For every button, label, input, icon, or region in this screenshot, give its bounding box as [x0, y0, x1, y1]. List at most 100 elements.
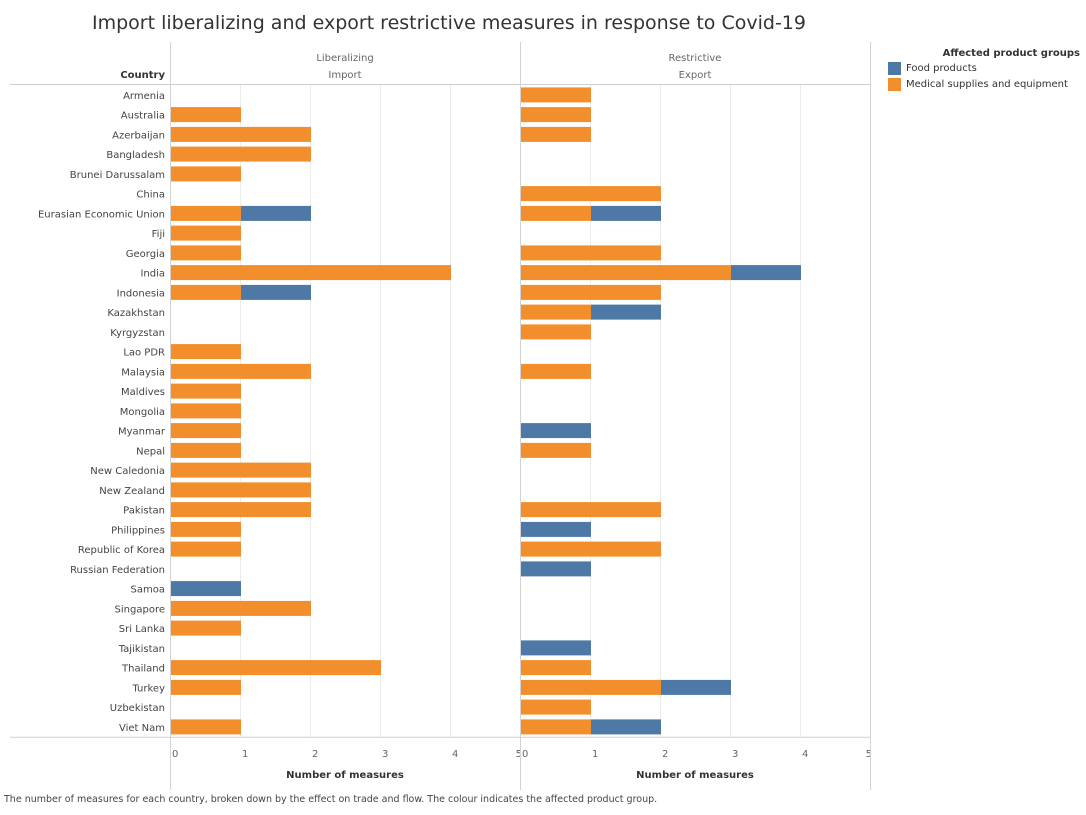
category-label-myanmar: Myanmar: [118, 427, 166, 438]
row-header: Country: [120, 70, 165, 81]
bar-import-viet-nam-medical-supplies-and-equipment: [171, 719, 241, 735]
bar-export-tajikistan-food-products: [521, 640, 591, 656]
tick-label-import-5: 5: [516, 749, 522, 760]
bar-import-sri-lanka-medical-supplies-and-equipment: [171, 620, 241, 636]
bar-import-samoa-food-products: [171, 581, 241, 597]
x-axis-label-import: Number of measures: [286, 770, 404, 781]
chart-title: Import liberalizing and export restricti…: [92, 12, 806, 34]
bar-import-bangladesh-medical-supplies-and-equipment: [171, 146, 311, 162]
bar-export-pakistan-medical-supplies-and-equipment: [521, 502, 661, 518]
bar-export-india-medical-supplies-and-equipment: [521, 265, 731, 281]
bar-import-malaysia-medical-supplies-and-equipment: [171, 363, 311, 379]
tick-label-import-4: 4: [452, 749, 458, 760]
legend-swatch-food-products: [888, 62, 901, 75]
bar-export-armenia-medical-supplies-and-equipment: [521, 87, 591, 103]
tick-label-export-1: 1: [592, 749, 598, 760]
tick-label-import-3: 3: [382, 749, 388, 760]
bar-export-eurasian-economic-union-medical-supplies-and-equipment: [521, 205, 591, 221]
bar-import-brunei-darussalam-medical-supplies-and-equipment: [171, 166, 241, 182]
bar-export-azerbaijan-medical-supplies-and-equipment: [521, 126, 591, 142]
tick-label-export-4: 4: [802, 749, 808, 760]
bar-export-eurasian-economic-union-food-products: [591, 205, 661, 221]
category-label-bangladesh: Bangladesh: [106, 150, 165, 161]
category-label-new-zealand: New Zealand: [99, 486, 165, 497]
panel-header-bottom-import: Import: [328, 70, 361, 81]
category-label-new-caledonia: New Caledonia: [90, 466, 165, 477]
category-label-nepal: Nepal: [136, 446, 165, 457]
tick-label-export-3: 3: [732, 749, 738, 760]
category-label-mongolia: Mongolia: [120, 407, 165, 418]
tick-label-export-0: 0: [522, 749, 528, 760]
category-label-singapore: Singapore: [115, 604, 165, 615]
category-label-turkey: Turkey: [131, 683, 165, 694]
category-label-azerbaijan: Azerbaijan: [112, 130, 165, 141]
chart-plot-area: Country Liberalizing Import 0 1 2 3 4 5 Number of…: [10, 42, 872, 790]
legend: Affected product groups Food products Me…: [888, 48, 1086, 94]
panel-header-bottom-export: Export: [679, 70, 712, 81]
bar-export-kazakhstan-medical-supplies-and-equipment: [521, 304, 591, 320]
bar-import-lao-pdr-medical-supplies-and-equipment: [171, 344, 241, 360]
bar-import-thailand-medical-supplies-and-equipment: [171, 660, 381, 676]
category-label-brunei-darussalam: Brunei Darussalam: [70, 170, 165, 181]
bar-export-russian-federation-food-products: [521, 561, 591, 577]
tick-label-import-2: 2: [312, 749, 318, 760]
bar-export-kyrgyzstan-medical-supplies-and-equipment: [521, 324, 591, 340]
bar-export-philippines-food-products: [521, 521, 591, 537]
bar-export-turkey-food-products: [661, 679, 731, 695]
bar-import-philippines-medical-supplies-and-equipment: [171, 521, 241, 537]
bar-import-azerbaijan-medical-supplies-and-equipment: [171, 126, 311, 142]
bar-export-thailand-medical-supplies-and-equipment: [521, 660, 591, 676]
bar-import-singapore-medical-supplies-and-equipment: [171, 600, 311, 616]
bar-export-indonesia-medical-supplies-and-equipment: [521, 284, 661, 300]
category-label-samoa: Samoa: [131, 585, 165, 596]
bar-import-eurasian-economic-union-medical-supplies-and-equipment: [171, 205, 241, 221]
bar-export-nepal-medical-supplies-and-equipment: [521, 442, 591, 458]
legend-item-food-products[interactable]: Food products: [888, 62, 1086, 75]
bar-export-uzbekistan-medical-supplies-and-equipment: [521, 699, 591, 715]
bar-export-australia-medical-supplies-and-equipment: [521, 107, 591, 123]
category-label-fiji: Fiji: [152, 229, 165, 240]
bar-export-kazakhstan-food-products: [591, 304, 661, 320]
bar-export-turkey-medical-supplies-and-equipment: [521, 679, 661, 695]
bar-import-indonesia-food-products: [241, 284, 311, 300]
category-label-australia: Australia: [121, 111, 165, 122]
bar-export-georgia-medical-supplies-and-equipment: [521, 245, 661, 261]
category-label-armenia: Armenia: [123, 91, 165, 102]
bar-import-nepal-medical-supplies-and-equipment: [171, 442, 241, 458]
bar-export-myanmar-food-products: [521, 423, 591, 439]
bar-export-china-medical-supplies-and-equipment: [521, 186, 661, 202]
category-label-kazakhstan: Kazakhstan: [107, 308, 165, 319]
bar-import-mongolia-medical-supplies-and-equipment: [171, 403, 241, 419]
category-label-uzbekistan: Uzbekistan: [110, 703, 165, 714]
bar-import-maldives-medical-supplies-and-equipment: [171, 383, 241, 399]
tick-label-import-1: 1: [242, 749, 248, 760]
bar-import-turkey-medical-supplies-and-equipment: [171, 679, 241, 695]
category-label-china: China: [136, 190, 165, 201]
bar-import-georgia-medical-supplies-and-equipment: [171, 245, 241, 261]
category-label-lao-pdr: Lao PDR: [123, 348, 165, 359]
bar-import-pakistan-medical-supplies-and-equipment: [171, 502, 311, 518]
bar-import-fiji-medical-supplies-and-equipment: [171, 225, 241, 241]
tick-label-import-0: 0: [172, 749, 178, 760]
panel-header-top-import: Liberalizing: [316, 53, 373, 64]
bar-import-eurasian-economic-union-food-products: [241, 205, 311, 221]
category-label-republic-of-korea: Republic of Korea: [78, 545, 165, 556]
category-label-india: India: [140, 269, 165, 280]
bar-export-republic-of-korea-medical-supplies-and-equipment: [521, 541, 661, 557]
bar-export-viet-nam-medical-supplies-and-equipment: [521, 719, 591, 735]
category-label-russian-federation: Russian Federation: [70, 565, 165, 576]
category-label-thailand: Thailand: [121, 664, 165, 675]
category-label-eurasian-economic-union: Eurasian Economic Union: [38, 209, 165, 220]
bar-export-viet-nam-food-products: [591, 719, 661, 735]
bar-import-myanmar-medical-supplies-and-equipment: [171, 423, 241, 439]
legend-item-medical-supplies[interactable]: Medical supplies and equipment: [888, 78, 1086, 91]
legend-title: Affected product groups: [942, 48, 1080, 59]
category-label-philippines: Philippines: [111, 525, 165, 536]
bar-export-india-food-products: [731, 265, 801, 281]
tick-label-export-2: 2: [662, 749, 668, 760]
category-label-viet-nam: Viet Nam: [119, 723, 165, 734]
category-label-maldives: Maldives: [121, 387, 165, 398]
bar-import-australia-medical-supplies-and-equipment: [171, 107, 241, 123]
category-label-pakistan: Pakistan: [123, 506, 165, 517]
bar-import-new-zealand-medical-supplies-and-equipment: [171, 482, 311, 498]
